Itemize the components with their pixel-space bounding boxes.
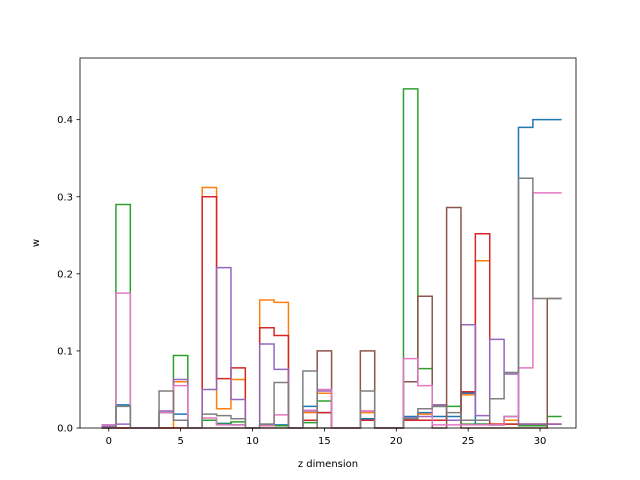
y-tick-label: 0.2 <box>57 269 73 280</box>
series-line-8 <box>101 177 562 429</box>
plot-frame <box>79 57 577 429</box>
x-axis-label: z dimension <box>298 459 358 470</box>
series-line-7 <box>101 192 562 429</box>
y-tick-label: 0.3 <box>57 192 73 203</box>
series-layer <box>101 88 562 429</box>
y-tick-label: 0.4 <box>57 115 73 126</box>
y-tick-label: 0.0 <box>57 424 73 435</box>
x-tick-label: 30 <box>534 436 547 447</box>
x-axis: 0 5 10 15 20 25 30 <box>106 428 547 447</box>
y-tick-label: 0.1 <box>57 346 73 357</box>
x-tick-label: 10 <box>246 436 259 447</box>
x-tick-label: 20 <box>390 436 403 447</box>
x-tick-label: 0 <box>106 436 112 447</box>
x-tick-label: 5 <box>177 436 183 447</box>
x-tick-label: 25 <box>462 436 475 447</box>
x-tick-label: 15 <box>318 436 331 447</box>
y-axis: 0.0 0.1 0.2 0.3 0.4 <box>57 115 80 435</box>
y-axis-label: w <box>31 239 42 247</box>
